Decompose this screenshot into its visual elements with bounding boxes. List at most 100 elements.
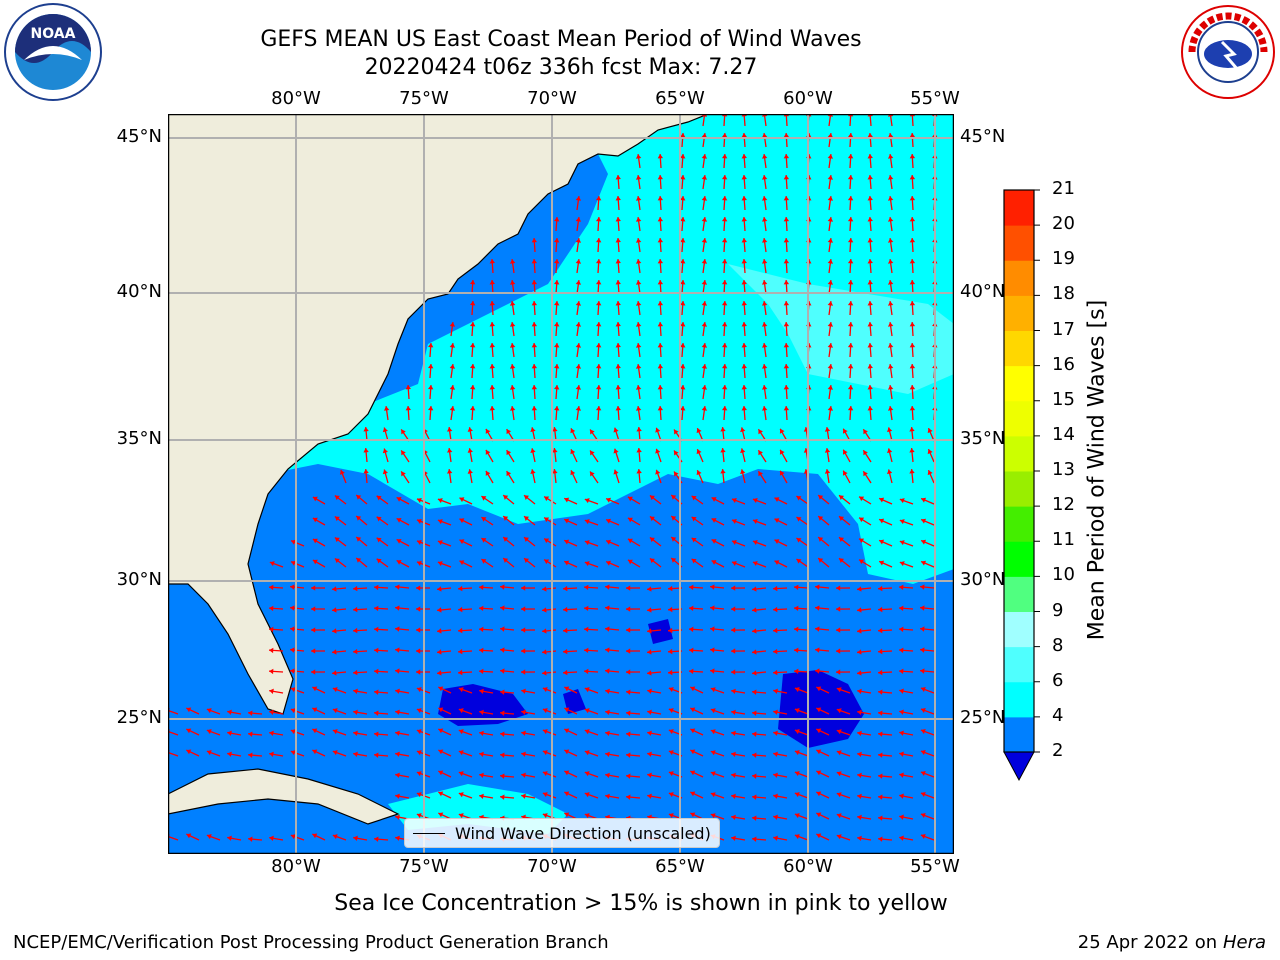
wind-arrow bbox=[647, 751, 662, 757]
wind-arrow bbox=[920, 708, 935, 715]
wind-arrow bbox=[730, 627, 746, 633]
wind-arrow bbox=[290, 687, 305, 694]
wind-arrow bbox=[635, 322, 642, 337]
wind-direction-arrows bbox=[168, 114, 938, 842]
land-cuba bbox=[168, 768, 400, 825]
wind-arrow bbox=[310, 648, 326, 654]
wind-arrow bbox=[227, 709, 242, 715]
wind-arrow bbox=[332, 687, 347, 694]
wind-arrow bbox=[605, 709, 620, 715]
wind-arrow bbox=[627, 538, 641, 547]
wind-arrow bbox=[721, 258, 728, 274]
wind-arrow bbox=[583, 584, 599, 591]
wind-arrow bbox=[353, 751, 368, 757]
wind-arrow bbox=[564, 749, 578, 757]
colorbar bbox=[1003, 189, 1040, 782]
wind-arrow bbox=[794, 792, 809, 799]
wind-arrow bbox=[647, 586, 662, 592]
wind-arrow bbox=[752, 649, 767, 655]
wind-arrow bbox=[469, 384, 476, 400]
wind-arrow bbox=[500, 626, 515, 632]
wind-arrow bbox=[595, 216, 602, 232]
wind-arrow bbox=[595, 258, 602, 274]
wind-arrow bbox=[478, 605, 494, 612]
wind-arrow bbox=[467, 469, 473, 484]
wind-arrow bbox=[783, 153, 790, 169]
wind-arrow bbox=[655, 469, 662, 484]
wind-arrow bbox=[877, 815, 893, 821]
wind-arrow bbox=[469, 279, 476, 295]
wind-arrow bbox=[711, 538, 725, 547]
wind-arrow bbox=[858, 517, 872, 526]
wind-arrow bbox=[796, 558, 809, 568]
colorbar-tick-label: 11 bbox=[1052, 529, 1075, 551]
wind-arrow bbox=[605, 584, 620, 590]
sea-ice-note: Sea Ice Concentration > 15% is shown in … bbox=[334, 891, 948, 916]
wind-arrow bbox=[373, 836, 389, 842]
wind-arrow bbox=[701, 238, 708, 253]
wind-arrow bbox=[827, 217, 834, 232]
wind-arrow bbox=[395, 626, 410, 632]
wind-arrow bbox=[523, 494, 536, 505]
wind-arrow bbox=[730, 669, 746, 675]
wind-arrow bbox=[816, 728, 830, 736]
wind-arrow bbox=[842, 449, 851, 463]
wind-arrow bbox=[575, 259, 582, 274]
wind-arrow bbox=[542, 771, 557, 778]
wind-arrow bbox=[847, 405, 854, 421]
wind-arrow bbox=[635, 343, 642, 358]
wind-arrow bbox=[312, 538, 326, 547]
wind-arrow bbox=[332, 729, 347, 736]
wind-arrow bbox=[730, 648, 746, 654]
wind-arrow bbox=[376, 495, 389, 505]
wind-arrow bbox=[467, 427, 473, 442]
wind-arrow bbox=[741, 279, 747, 295]
wind-arrow bbox=[701, 133, 708, 148]
colorbar-tick-label: 20 bbox=[1052, 213, 1075, 235]
wind-arrow bbox=[562, 627, 578, 634]
colorbar-tick-label: 19 bbox=[1052, 248, 1075, 270]
lon-tick-label-top: 75°W bbox=[399, 88, 449, 109]
wind-arrow bbox=[688, 626, 704, 633]
wind-arrow bbox=[206, 708, 221, 715]
wind-arrow bbox=[353, 730, 368, 736]
wind-arrow bbox=[478, 626, 494, 633]
wind-arrow bbox=[752, 561, 767, 568]
wind-arrow bbox=[395, 793, 410, 799]
wind-arrow bbox=[794, 834, 809, 841]
wind-arrow bbox=[920, 626, 935, 632]
wind-arrow bbox=[649, 557, 662, 568]
wind-arrow bbox=[625, 773, 641, 779]
colorbar-segment bbox=[1004, 400, 1034, 437]
wind-arrow bbox=[458, 687, 473, 694]
lat-tick-label-left: 40°N bbox=[116, 281, 162, 302]
wind-arrow bbox=[721, 237, 728, 253]
wind-arrow bbox=[752, 670, 767, 676]
wind-arrow bbox=[552, 469, 558, 484]
wind-arrow bbox=[824, 427, 831, 442]
wind-arrow bbox=[773, 730, 788, 736]
wind-arrow bbox=[395, 772, 410, 778]
wind-arrow bbox=[479, 730, 494, 736]
wind-arrow bbox=[817, 494, 830, 505]
wind-arrow bbox=[459, 518, 473, 526]
wind-arrow bbox=[334, 536, 347, 547]
wind-arrow bbox=[563, 497, 578, 505]
wind-arrow bbox=[647, 709, 662, 715]
wind-arrow bbox=[542, 729, 557, 736]
lon-tick-label-bottom: 70°W bbox=[527, 856, 577, 877]
wind-arrow bbox=[794, 708, 809, 715]
wind-arrow bbox=[543, 517, 557, 526]
wind-arrow bbox=[741, 153, 747, 169]
wind-arrow bbox=[858, 496, 872, 505]
wind-arrow bbox=[680, 132, 686, 148]
lat-tick-label-right: 45°N bbox=[960, 126, 1006, 147]
wind-arrow bbox=[376, 516, 389, 526]
wind-arrow bbox=[751, 773, 767, 779]
wind-arrow bbox=[690, 791, 704, 799]
wind-arrow bbox=[878, 518, 893, 526]
wind-arrow bbox=[500, 668, 515, 674]
wind-arrow bbox=[605, 647, 620, 653]
wind-arrow bbox=[752, 519, 767, 526]
wind-arrow bbox=[794, 771, 809, 778]
